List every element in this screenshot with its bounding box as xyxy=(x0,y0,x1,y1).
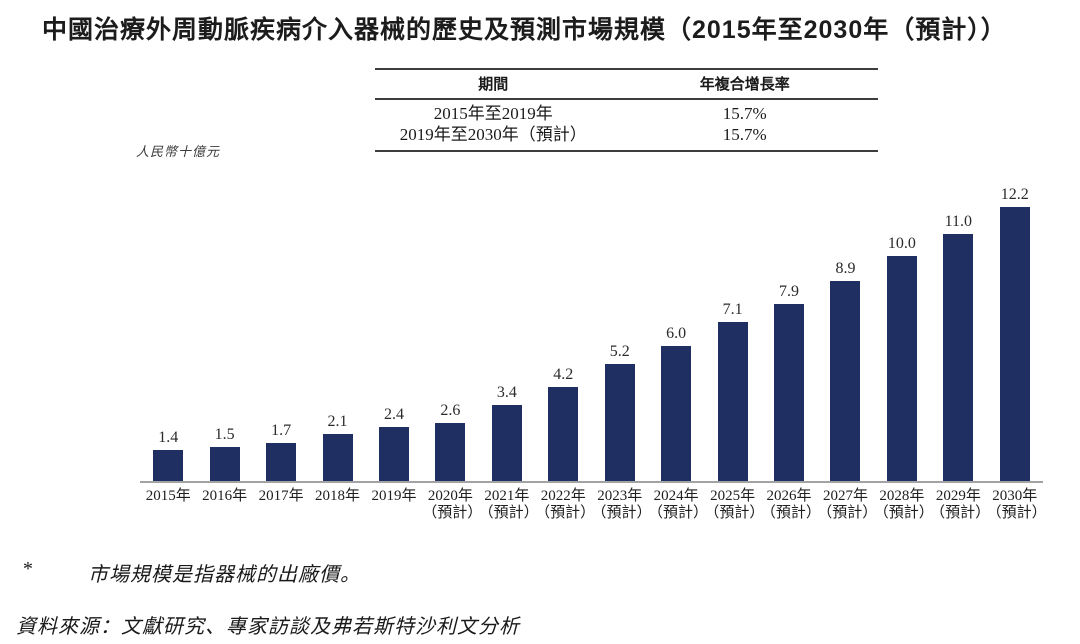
x-axis-labels: 2015年 2016年 2017年 2018年 2019年 2020年 （預計） 2021年（… xyxy=(140,488,1047,522)
x-axis-tick-label: 2019年 xyxy=(371,488,417,504)
x-axis-tick-label: 2016年 xyxy=(202,488,248,504)
bar xyxy=(435,423,466,481)
x-axis-tick-label: 2020年 （預計） xyxy=(422,488,483,521)
bar xyxy=(943,234,974,481)
x-axis-tick-label: 2028年 （預計） xyxy=(873,488,934,521)
bar-value-label: 5.2 xyxy=(609,343,630,360)
table-row: 2019年至2030年（預計） 15.7% xyxy=(375,124,878,145)
x-axis-tick-label: 2018年 xyxy=(315,488,361,504)
x-axis-tick-label: 2029年 （預計） xyxy=(930,488,991,521)
table-row: 2015年至2019年 15.7% xyxy=(375,103,878,124)
bar-value-label: 11.0 xyxy=(944,213,973,230)
bar-column: 10.0 xyxy=(874,236,930,481)
bar-column: 6.0 xyxy=(648,326,704,481)
bar-chart-plot-area: 1.4 1.5 1.7 2.1 2.4 2.6 3.4 4.2 5.2 6.0 7.1 7.9 8.9 1… xyxy=(140,168,1043,483)
x-axis-tick-label: 2025年 （預計） xyxy=(704,488,765,521)
bar-value-label: 8.9 xyxy=(835,260,856,277)
bar-value-label: 7.9 xyxy=(779,283,800,300)
y-axis-unit-label: 人民幣十億元 xyxy=(136,144,221,159)
x-axis-tick-label: 2021年 （預計） xyxy=(478,488,539,521)
x-axis-tick-label: 2022年 （預計） xyxy=(535,488,596,521)
bar xyxy=(604,364,635,481)
bar xyxy=(378,427,409,481)
x-axis-tick-label: 2030年 （預計） xyxy=(986,488,1047,521)
bar xyxy=(774,304,805,481)
bar-value-label: 1.7 xyxy=(271,422,292,439)
bar xyxy=(491,405,522,481)
bar-column: 5.2 xyxy=(592,344,648,481)
bar-value-label: 6.0 xyxy=(666,325,687,342)
bar-column: 12.2 xyxy=(987,187,1043,481)
bar-column: 8.9 xyxy=(817,261,873,481)
x-axis-tick-label: 2015年 xyxy=(145,488,191,504)
bar-column: 11.0 xyxy=(930,214,986,481)
x-axis-tick-label: 2017年 xyxy=(258,488,304,504)
bar-column: 4.2 xyxy=(535,367,591,481)
bar-value-label: 1.4 xyxy=(158,429,179,446)
bar xyxy=(548,387,579,481)
bar xyxy=(266,443,297,481)
bar-value-label: 3.4 xyxy=(496,384,517,401)
bar-value-label: 4.2 xyxy=(553,366,574,383)
bar-value-label: 7.1 xyxy=(722,301,743,318)
bar-value-label: 2.6 xyxy=(440,402,461,419)
x-axis-tick-label: 2024年 （預計） xyxy=(647,488,708,521)
bar xyxy=(153,450,184,481)
bar-value-label: 2.4 xyxy=(383,406,404,423)
bar-column: 1.4 xyxy=(140,430,196,481)
bar xyxy=(322,434,353,481)
x-axis-tick-label: 2023年 （預計） xyxy=(591,488,652,521)
cagr-row-period: 2015年至2019年 xyxy=(433,104,553,123)
cagr-table: 期間 年複合增長率 2015年至2019年 15.7% 2019年至2030年（… xyxy=(375,68,878,152)
cagr-row-rate: 15.7% xyxy=(722,104,767,123)
bar-column: 1.5 xyxy=(196,427,252,481)
bar-column: 3.4 xyxy=(479,385,535,481)
source-line: 資料來源：文獻研究、專家訪談及弗若斯特沙利文分析 xyxy=(16,616,520,638)
bar-column: 2.4 xyxy=(366,407,422,481)
bar-value-label: 10.0 xyxy=(887,235,916,252)
x-axis-tick-label: 2026年 （預計） xyxy=(760,488,821,521)
cagr-table-body: 2015年至2019年 15.7% 2019年至2030年（預計） 15.7% xyxy=(375,100,878,150)
footnote-text: 市場規模是指器械的出廠價。 xyxy=(88,564,361,586)
page-title: 中國治療外周動脈疾病介入器械的歷史及預測市場規模（2015年至2030年（預計）… xyxy=(42,16,1007,44)
bar xyxy=(717,322,748,481)
cagr-row-rate: 15.7% xyxy=(722,125,767,144)
bar xyxy=(830,281,861,481)
bar-value-label: 2.1 xyxy=(327,413,348,430)
bar xyxy=(209,447,240,481)
bar-column: 2.6 xyxy=(422,403,478,481)
bar-value-label: 1.5 xyxy=(214,426,235,443)
bar-column: 7.1 xyxy=(704,302,760,481)
cagr-table-header: 期間 年複合增長率 xyxy=(375,70,878,100)
bar-column: 2.1 xyxy=(309,414,365,481)
bar-value-label: 12.2 xyxy=(1000,186,1029,203)
footnote-marker: * xyxy=(22,558,32,580)
cagr-row-period: 2019年至2030年（預計） xyxy=(399,125,587,144)
bar-column: 7.9 xyxy=(761,284,817,481)
bar xyxy=(999,207,1030,481)
x-axis-tick-label: 2027年 （預計） xyxy=(817,488,878,521)
cagr-header-rate: 年複合增長率 xyxy=(699,76,790,93)
bar xyxy=(661,346,692,481)
bar-column: 1.7 xyxy=(253,423,309,481)
bar xyxy=(886,256,917,481)
cagr-header-period: 期間 xyxy=(478,76,509,93)
